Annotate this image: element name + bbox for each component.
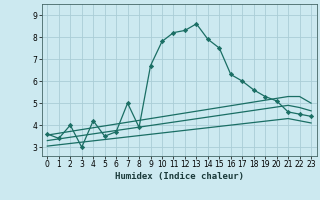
X-axis label: Humidex (Indice chaleur): Humidex (Indice chaleur) — [115, 172, 244, 181]
